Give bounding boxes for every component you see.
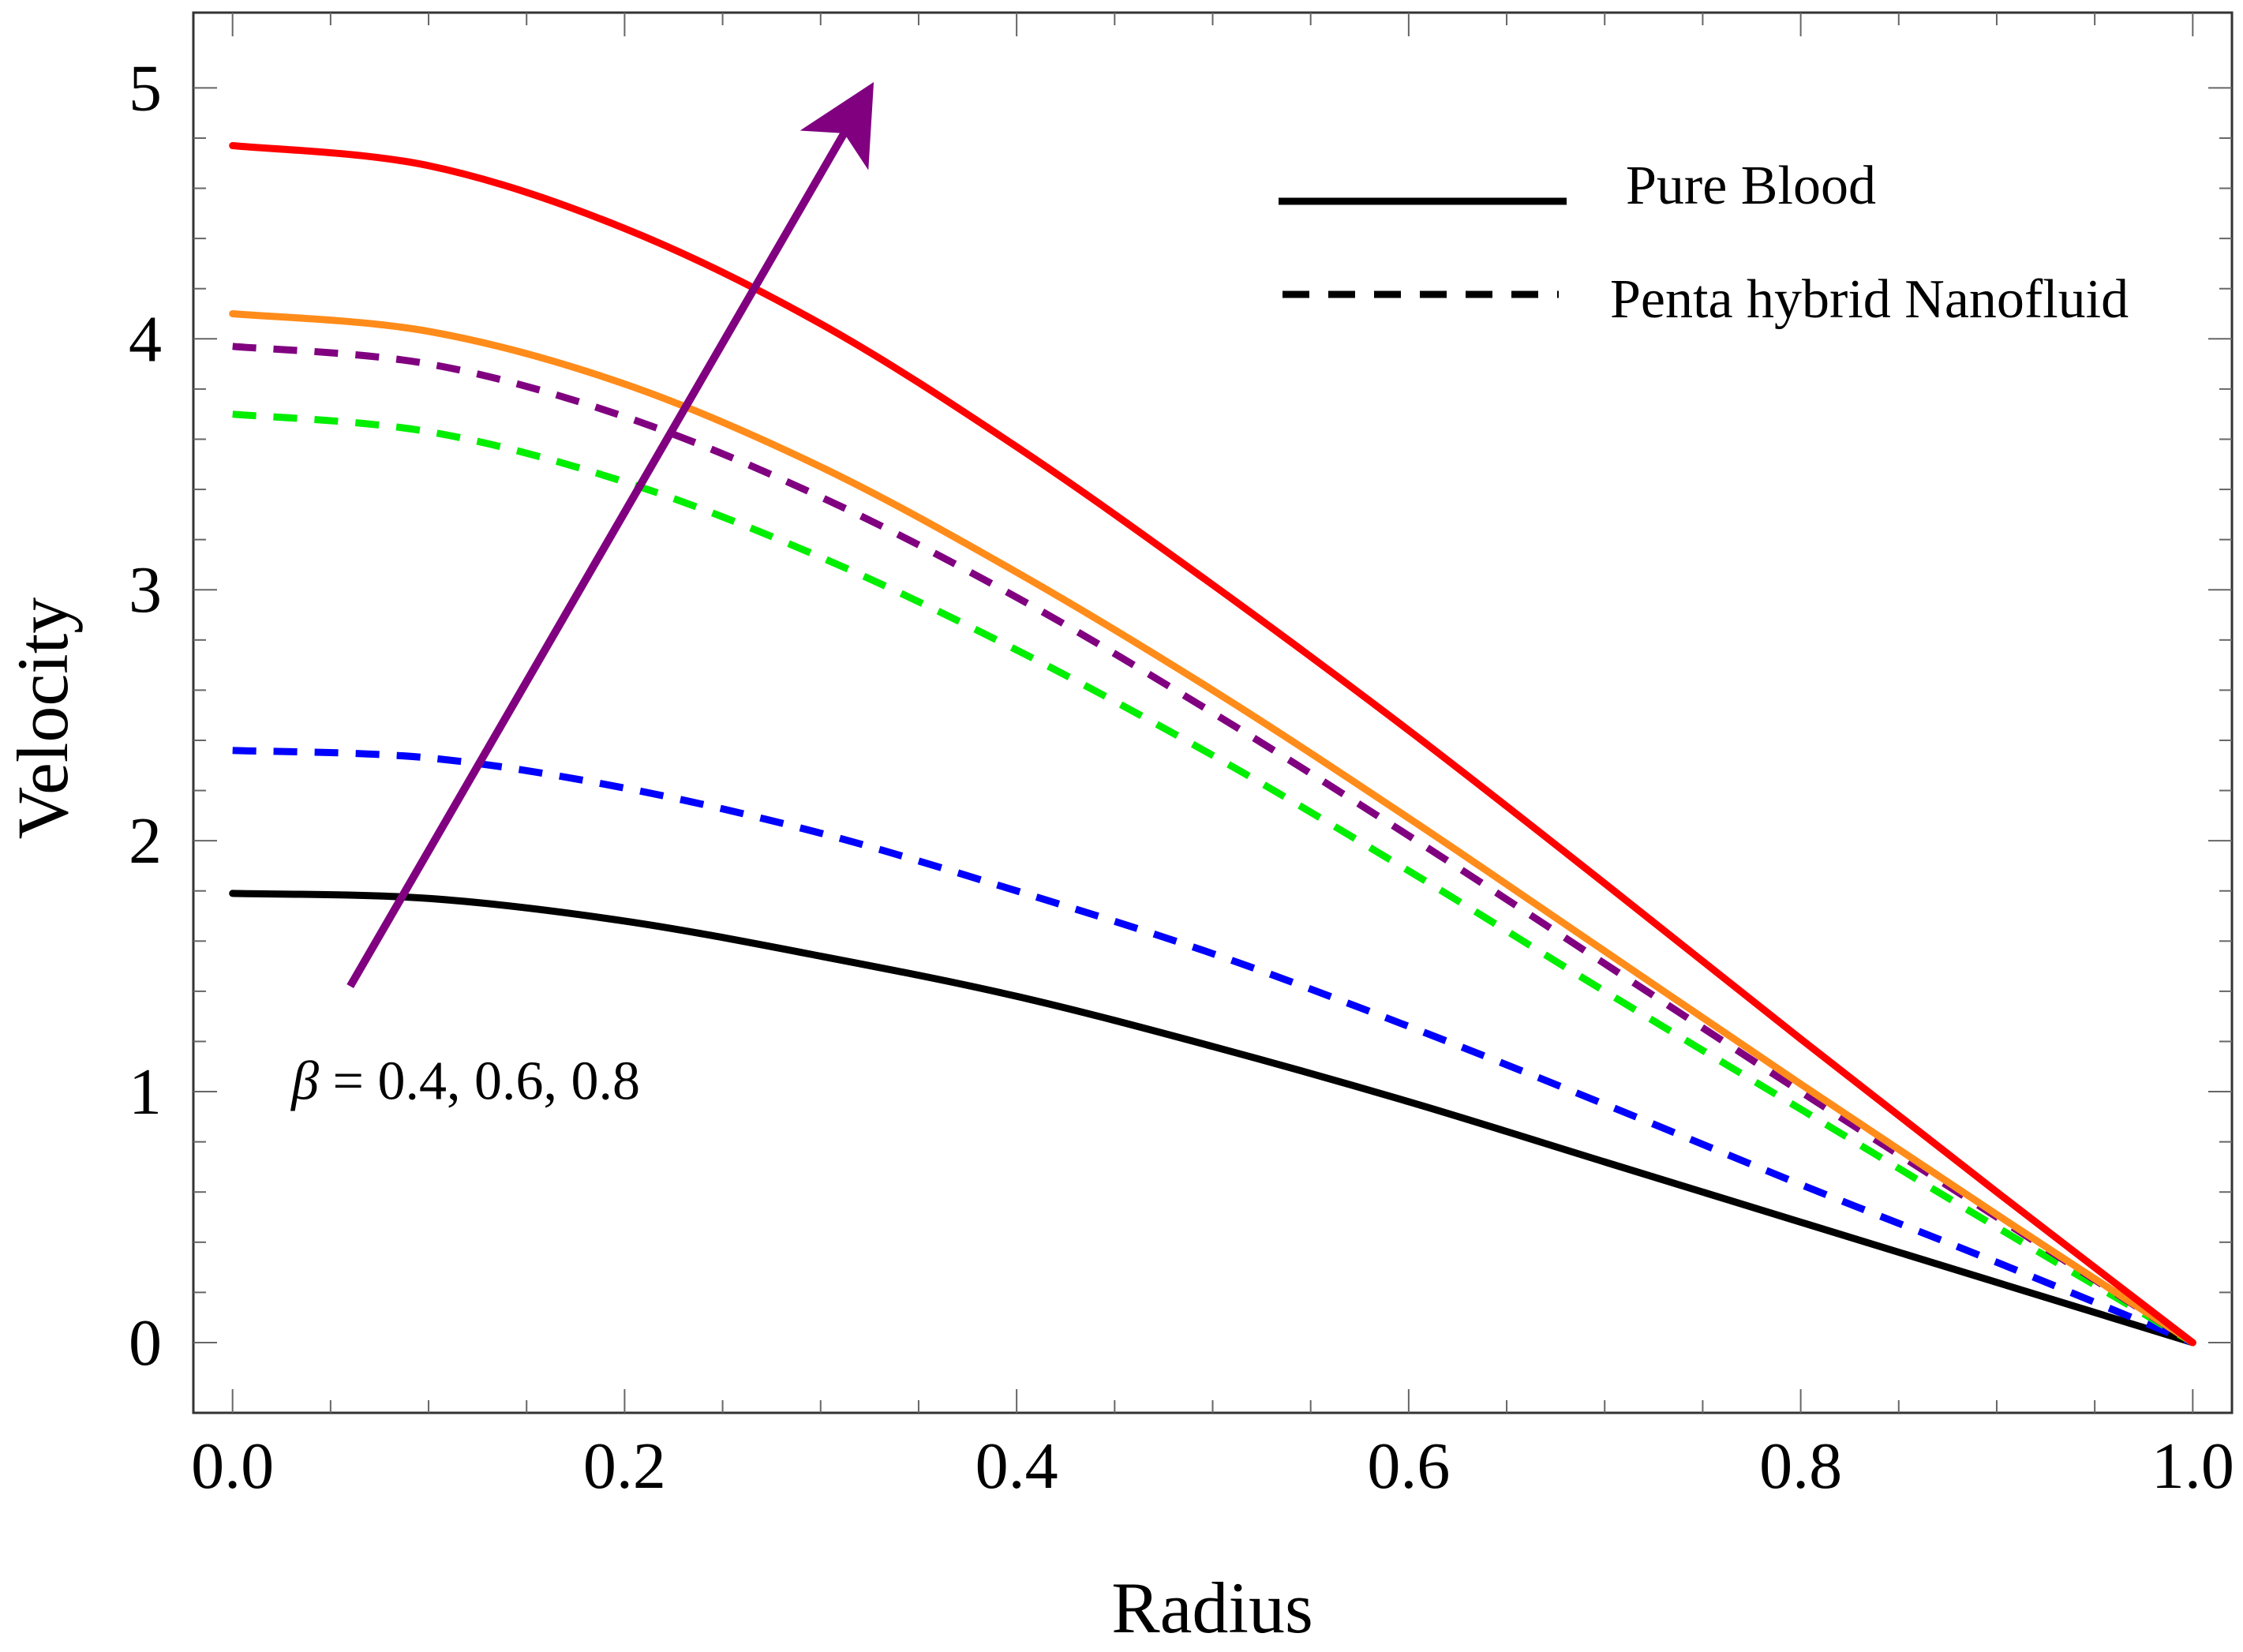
x-tick-label: 0.0	[191, 1429, 274, 1503]
y-tick-label: 4	[129, 302, 162, 376]
x-tick-label: 1.0	[2151, 1429, 2234, 1503]
beta-annotation: β = 0.4, 0.6, 0.8	[290, 1051, 640, 1112]
x-tick-label: 0.6	[1367, 1429, 1450, 1503]
series-line-5	[229, 142, 2196, 1347]
x-tick-label: 0.4	[975, 1429, 1058, 1503]
y-tick-label: 3	[129, 553, 162, 627]
y-tick-label: 0	[129, 1306, 162, 1380]
legend-label-pure-blood: Pure Blood	[1626, 155, 1876, 216]
y-tick-label: 5	[129, 51, 162, 125]
x-tick-label: 0.2	[583, 1429, 666, 1503]
x-axis-title: Radius	[1111, 1568, 1313, 1648]
y-tick-label: 1	[129, 1055, 162, 1129]
beta-symbol: β	[290, 1051, 319, 1112]
series-line-0	[229, 890, 2196, 1347]
series-line-1	[232, 747, 2195, 1347]
series-line-4	[229, 310, 2196, 1347]
annotation-layer: β = 0.4, 0.6, 0.8	[290, 81, 874, 1112]
series-layer	[229, 142, 2196, 1347]
x-tick-label: 0.8	[1759, 1429, 1842, 1503]
y-axis-title: Velocity	[2, 597, 83, 840]
legend-label-penta-hybrid: Penta hybrid Nanofluid	[1610, 269, 2129, 330]
y-tick-label: 2	[129, 804, 162, 878]
series-line-2	[232, 410, 2195, 1346]
plot-frame	[192, 11, 2234, 1414]
ticks-layer: 0.0 0.2 0.4 0.6 0.8 1.0 0 1 2 3 4 5	[129, 13, 2234, 1503]
beta-increase-arrow	[346, 81, 874, 989]
beta-values: = 0.4, 0.6, 0.8	[319, 1051, 640, 1112]
legend: Pure Blood Penta hybrid Nanofluid	[1279, 155, 2129, 330]
series-line-3	[232, 343, 2195, 1346]
